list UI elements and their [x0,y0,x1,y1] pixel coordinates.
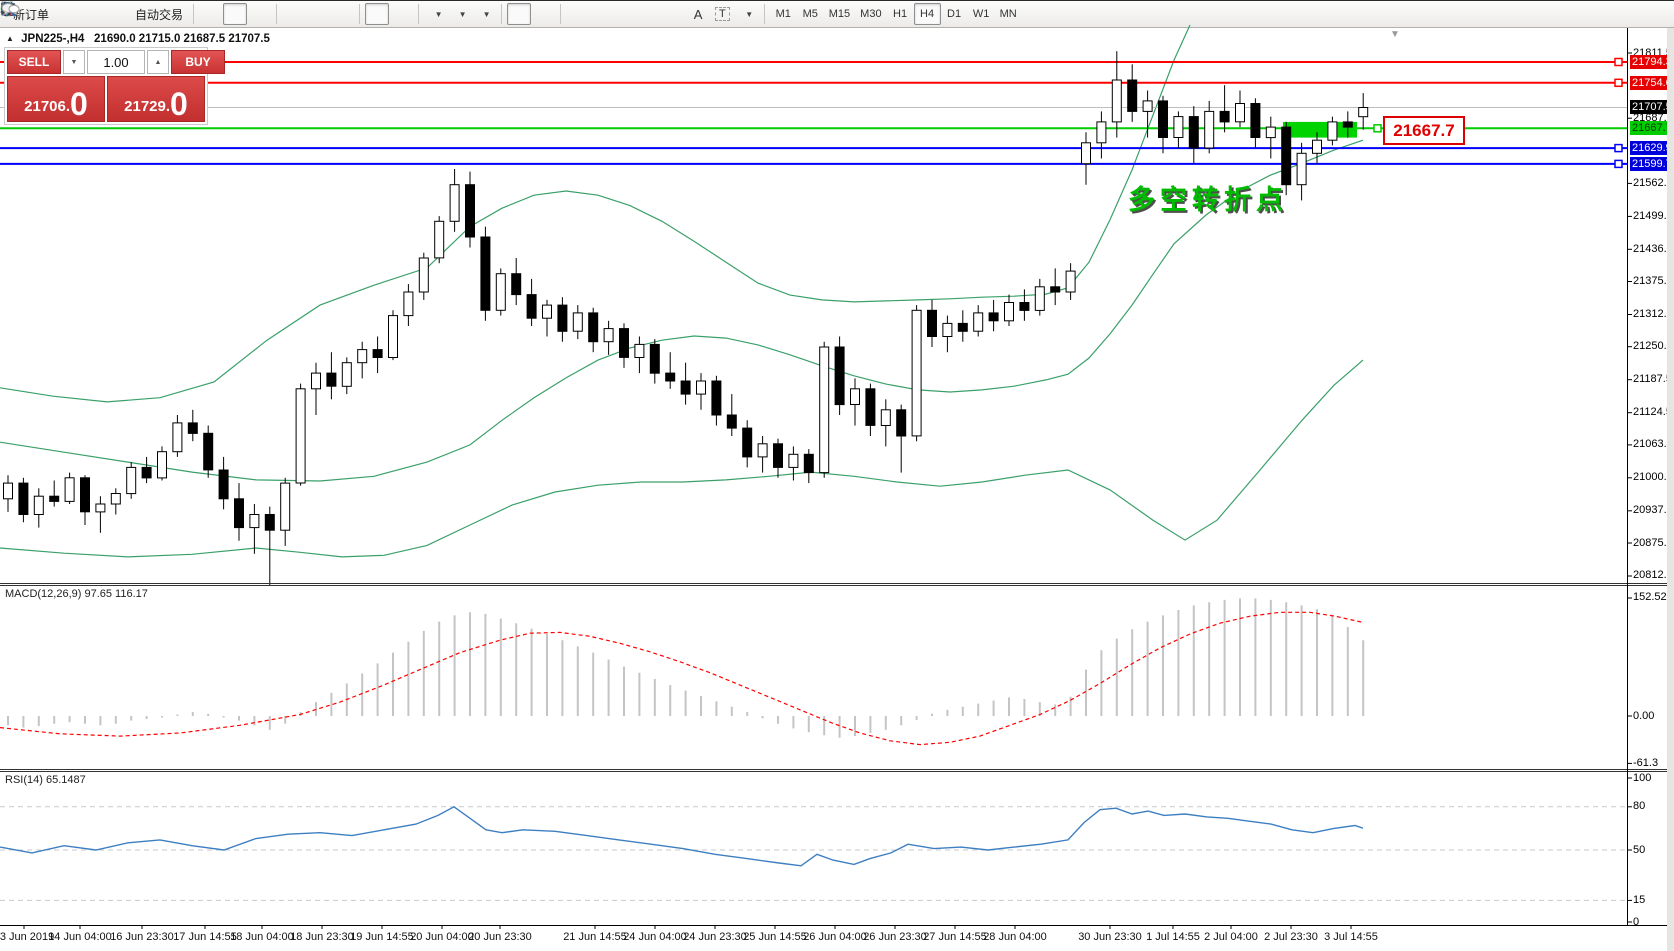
one-click-trading-panel: SELL ▼ ▲ BUY 21706.0 21729.0 [4,47,225,125]
macd-indicator-label: MACD(12,26,9) 97.65 116.17 [5,588,148,600]
rsi-tick-label: 50 [1633,843,1646,856]
price-badge: 21629.9 [1630,141,1674,156]
dropdown-arrow-icon: ▼ [458,9,467,19]
price-tick-label: 21436.5 [1633,242,1673,255]
timeframe-M15[interactable]: M15 [828,8,851,20]
time-tick-label: 16 Jun 23:30 [110,931,174,943]
time-tick-label: 18 Jun 04:00 [230,931,294,943]
symbol-ohlc-values: 21690.0 21715.0 21687.5 21707.5 [94,33,270,45]
dropdown-arrow-icon: ▼ [434,9,443,19]
macd-tick-label: -61.3 [1633,756,1659,769]
price-badge: 21707.5 [1630,100,1674,115]
chart-shift-marker-icon[interactable]: ▼ [1390,29,1400,40]
price-tick-label: 21000.0 [1633,471,1673,484]
chart-annotation-text[interactable]: 多空转折点 [1128,185,1288,215]
timeframe-M1[interactable]: M1 [775,8,791,20]
price-tick-label: 21375.0 [1633,275,1673,288]
sell-button[interactable]: SELL [7,50,61,74]
time-tick-label: 1 Jul 14:55 [1146,931,1200,943]
price-tick-label: 20875.5 [1633,536,1673,549]
time-tick-label: 19 Jun 14:55 [350,931,414,943]
rsi-tick-label: 100 [1633,771,1652,784]
time-tick-label: 27 Jun 14:55 [923,931,987,943]
chat-button[interactable] [1,3,1670,25]
price-badge: 21754.6 [1630,75,1674,90]
sell-price-main: 21706. [24,98,71,115]
timeframe-H4[interactable]: H4 [913,3,941,25]
text-label-icon: T [715,7,730,21]
text-a-icon: A [693,6,703,22]
time-tick-label: 3 Jul 14:55 [1324,931,1378,943]
macd-tick-label: 152.52 [1633,591,1667,604]
price-tick-label: 20812.5 [1633,569,1673,582]
time-tick-label: 18 Jun 23:30 [290,931,354,943]
collapse-triangle-icon[interactable]: ▲ [6,34,14,43]
time-tick-label: 14 Jun 04:00 [48,931,112,943]
rsi-tick-label: 0 [1633,915,1640,928]
timeframe-W1[interactable]: W1 [972,8,990,20]
timeframe-M30[interactable]: M30 [860,8,882,20]
macd-tick-label: 0.00 [1633,709,1655,722]
time-tick-label: 2 Jul 23:30 [1264,931,1318,943]
cursor-tool-button[interactable] [4,2,532,25]
time-tick-label: 26 Jun 04:00 [803,931,867,943]
time-tick-label: 20 Jun 04:00 [410,931,474,943]
price-badge: 21794.3 [1630,55,1674,70]
window-edge [1667,28,1674,951]
price-tick-label: 20937.0 [1633,504,1673,517]
price-tick-label: 21187.5 [1633,373,1672,386]
buy-price-big-digit: 0 [170,85,188,122]
buy-price-box[interactable]: 21729. 0 [107,76,205,122]
volume-decrease-button[interactable]: ▼ [63,50,85,74]
price-tick-label: 21124.5 [1633,406,1672,419]
sell-price-box[interactable]: 21706. 0 [7,76,105,122]
time-tick-label: 24 Jun 23:30 [683,931,747,943]
dropdown-arrow-icon: ▼ [745,9,754,19]
symbol-name: JPN225-,H4 [21,33,85,45]
price-tick-label: 21312.0 [1633,308,1673,320]
symbol-info-line: ▲ JPN225-,H4 21690.0 21715.0 21687.5 217… [6,33,270,45]
price-tick-label: 21687.0 [1633,111,1673,124]
time-tick-label: 25 Jun 14:55 [743,931,807,943]
price-badge: 21599.7 [1630,156,1674,171]
price-callout-box[interactable]: 21667.7 [1383,116,1465,145]
timeframe-M5[interactable]: M5 [802,8,818,20]
buy-price-main: 21729. [124,98,171,115]
rsi-indicator-label: RSI(14) 65.1487 [5,774,86,786]
rsi-tick-label: 15 [1633,893,1646,906]
timeframe-group: M1 M5 M15 M30 H1 H4 D1 W1 MN [770,3,1022,25]
dropdown-arrow-icon: ▼ [482,9,491,19]
time-tick-label: 13 Jun 2019 [0,931,55,943]
time-tick-label: 28 Jun 04:00 [983,931,1047,943]
time-tick-label: 26 Jun 23:30 [863,931,927,943]
price-tick-label: 21063.0 [1633,438,1673,451]
time-tick-label: 30 Jun 23:30 [1078,931,1142,943]
price-tick-label: 21250.5 [1633,340,1673,353]
buy-button[interactable]: BUY [171,50,225,74]
volume-increase-button[interactable]: ▲ [147,50,169,74]
autotrading-label: 自动交易 [135,7,184,22]
time-tick-label: 20 Jun 23:30 [468,931,532,943]
timeframe-H1[interactable]: H1 [893,8,908,20]
text-tool[interactable]: A [686,3,710,25]
price-badge: 21667.7 [1630,121,1674,136]
time-tick-label: 2 Jul 04:00 [1204,931,1258,943]
time-tick-label: 17 Jun 14:55 [173,931,237,943]
sell-price-big-digit: 0 [70,85,88,122]
price-tick-label: 21562.5 [1633,176,1673,189]
volume-input[interactable] [87,50,145,74]
time-tick-label: 21 Jun 14:55 [563,931,627,943]
text-label-tool[interactable]: T [710,3,735,25]
rsi-tick-label: 80 [1633,800,1646,813]
timeframe-D1[interactable]: D1 [947,8,962,20]
time-tick-label: 24 Jun 04:00 [623,931,687,943]
main-toolbar: 新订单 自动交易 [0,0,1674,28]
new-order-label: 新订单 [13,7,50,22]
timeframe-MN[interactable]: MN [999,8,1017,20]
price-tick-label: 21499.5 [1633,209,1673,222]
